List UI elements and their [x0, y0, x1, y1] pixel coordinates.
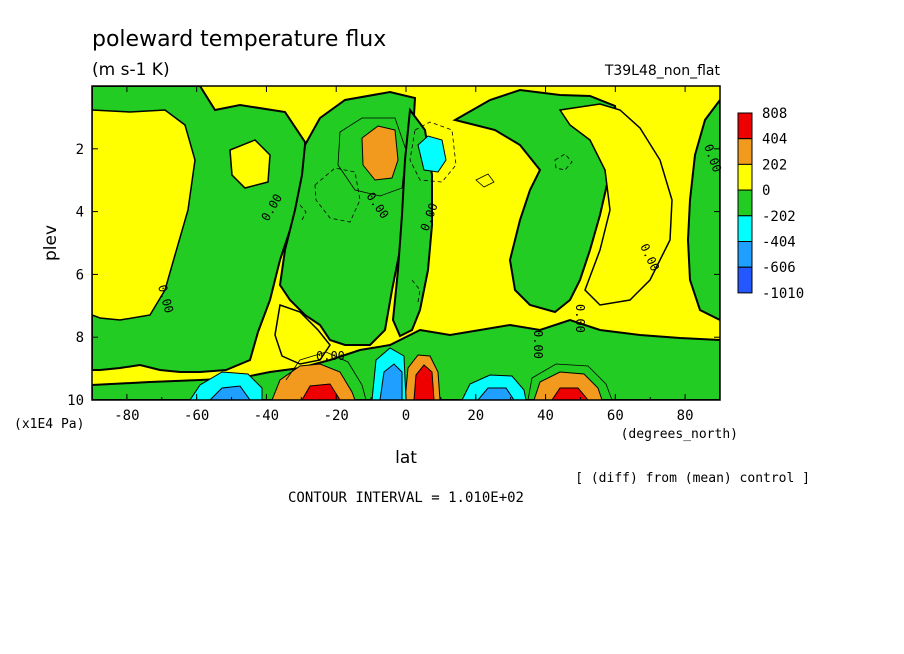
contour-label: 0.00	[573, 304, 587, 333]
low-region-606	[477, 387, 515, 400]
contour-plot: 0.00 0.00 0.00 0.00 0.00 0.00 0.00 0.00 …	[91, 85, 724, 401]
x-units-label: (degrees_north)	[621, 427, 738, 442]
x-axis-title: lat	[395, 448, 417, 468]
colorbar-label: -404	[762, 235, 796, 251]
low-region-606	[209, 385, 251, 400]
positive-region	[274, 303, 331, 365]
x-tick-label: -40	[254, 408, 279, 424]
y-units-label: (x1E4 Pa)	[14, 417, 84, 432]
contour-label: 0.00	[316, 349, 345, 363]
high-region-404	[551, 387, 589, 400]
x-tick-label: -20	[324, 408, 349, 424]
colorbar-label: -202	[762, 209, 796, 225]
x-tick-label: 60	[607, 408, 624, 424]
x-axis: -80 -60 -40 -20 0 20 40 60 80	[91, 86, 721, 424]
contour-interval: CONTOUR INTERVAL = 1.010E+02	[288, 490, 524, 506]
negative-region	[686, 98, 720, 322]
colorbar: 808 404 202 0 -202 -404 -606 -1010	[737, 106, 804, 302]
y-tick-label: 10	[67, 393, 84, 409]
x-tick-label: 20	[467, 408, 484, 424]
x-tick-label: -80	[114, 408, 139, 424]
y-tick-label: 4	[76, 205, 84, 221]
colorbar-swatch	[737, 189, 753, 217]
negative-region	[452, 88, 622, 314]
low-region-404	[417, 135, 447, 173]
positive-region	[229, 139, 271, 189]
colorbar-swatch	[737, 138, 753, 165]
units-label: (m s-1 K)	[92, 60, 170, 80]
colorbar-label: 202	[762, 157, 787, 173]
colorbar-swatch	[737, 241, 753, 268]
colorbar-label: -1010	[762, 286, 804, 302]
footnote: [ (diff) from (mean) control ]	[575, 471, 810, 486]
colorbar-swatch	[737, 215, 753, 243]
negative-contours	[299, 121, 573, 303]
colorbar-swatch	[737, 266, 753, 294]
colorbar-label: -606	[762, 260, 796, 276]
colorbar-label: 404	[762, 132, 787, 148]
y-axis: 2 4 6 8 10	[67, 142, 720, 409]
high-region-202	[533, 371, 603, 400]
positive-contours	[285, 117, 613, 400]
positive-region	[92, 109, 196, 321]
high-region-404	[301, 383, 341, 400]
x-tick-label: 80	[677, 408, 694, 424]
x-tick-label: -60	[184, 408, 209, 424]
y-tick-label: 6	[76, 267, 84, 283]
high-region-202	[361, 125, 399, 181]
colorbar-label: 808	[762, 106, 787, 122]
run-label: T39L48_non_flat	[604, 63, 721, 79]
y-axis-title: plev	[41, 225, 61, 261]
chart-title: poleward temperature flux	[92, 27, 386, 52]
x-tick-label: 40	[537, 408, 554, 424]
contour-label: 0.00	[531, 330, 545, 359]
colorbar-swatch	[737, 112, 753, 140]
negative-region	[391, 107, 433, 338]
low-region-606	[379, 363, 403, 400]
x-tick-label: 0	[402, 408, 410, 424]
high-region-808	[413, 364, 435, 400]
colorbar-swatch	[737, 163, 753, 191]
y-tick-label: 2	[76, 142, 84, 158]
y-tick-label: 8	[76, 330, 84, 346]
positive-region	[558, 103, 673, 306]
colorbar-label: 0	[762, 183, 770, 199]
